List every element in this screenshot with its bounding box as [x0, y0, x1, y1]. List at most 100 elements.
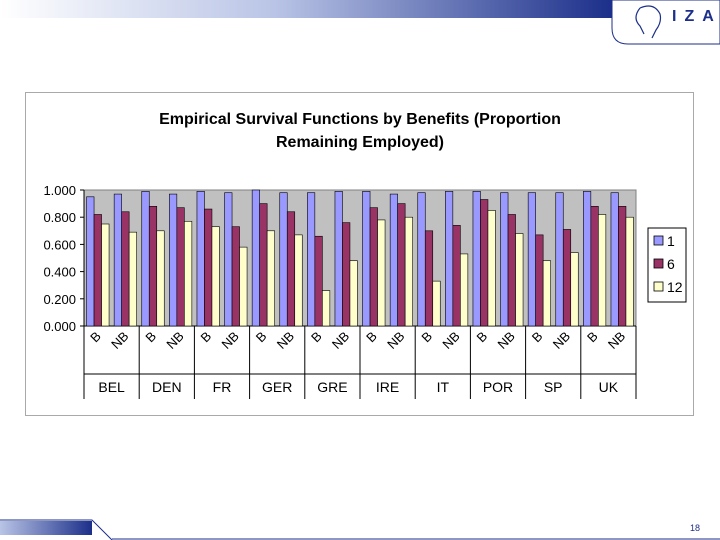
- bar-IT-B-series-1: [417, 192, 426, 327]
- legend-swatch-6: [653, 258, 664, 269]
- bar-POR-NB-series-6: [507, 214, 516, 327]
- bar-DEN-NB-series-12: [184, 220, 193, 327]
- x-subcategory-label: B: [253, 329, 270, 346]
- bar-BEL-NB-series-1: [113, 193, 122, 327]
- bar-FR-NB-series-12: [239, 246, 248, 327]
- x-subcategory-label: B: [363, 329, 380, 346]
- bar-GER-B-series-12: [266, 230, 275, 327]
- y-tick-label: 0.200: [43, 292, 76, 307]
- bar-GRE-NB-series-6: [342, 222, 351, 327]
- bar-BEL-NB-series-12: [128, 231, 137, 327]
- bar-DEN-B-series-6: [148, 206, 158, 327]
- bar-GRE-B-series-1: [307, 192, 316, 327]
- bar-GRE-NB-series-12: [349, 260, 358, 327]
- bar-DEN-NB-series-1: [169, 193, 178, 327]
- bar-FR-B-series-12: [211, 226, 220, 327]
- bar-DEN-B-series-1: [141, 191, 150, 327]
- bar-GER-NB-series-1: [279, 192, 288, 327]
- bar-BEL-B-series-6: [93, 214, 102, 327]
- x-subcategory-label: NB: [439, 329, 462, 352]
- x-country-label: IT: [437, 379, 450, 395]
- x-subcategory-label: NB: [163, 329, 186, 352]
- top-banner: [0, 0, 720, 45]
- bar-GRE-B-series-12: [322, 290, 331, 327]
- x-subcategory-label: NB: [329, 329, 352, 352]
- bottom-banner: [0, 519, 720, 540]
- bar-GER-NB-series-6: [286, 211, 296, 327]
- x-country-label: BEL: [98, 379, 125, 395]
- iza-logo-text: IZA: [672, 8, 720, 25]
- bar-SP-B-series-12: [542, 260, 551, 327]
- y-tick-label: 0.800: [43, 210, 76, 225]
- bar-SP-B-series-6: [535, 234, 544, 327]
- x-subcategory-label: B: [584, 329, 601, 346]
- x-subcategory-label: NB: [274, 329, 297, 352]
- bar-UK-B-series-1: [583, 191, 592, 327]
- legend-swatch-1: [653, 235, 664, 246]
- bar-IRE-NB-series-6: [397, 203, 406, 327]
- x-country-label: GRE: [317, 379, 347, 395]
- bar-UK-NB-series-12: [625, 216, 634, 327]
- y-tick-label: 1.000: [43, 183, 76, 198]
- bar-UK-NB-series-6: [618, 206, 627, 327]
- x-country-label: POR: [483, 379, 513, 395]
- bar-IT-B-series-12: [432, 280, 441, 327]
- chart-frame: Empirical Survival Functions by Benefits…: [25, 92, 694, 416]
- bar-UK-B-series-6: [590, 206, 599, 327]
- x-subcategory-label: B: [87, 329, 104, 346]
- bar-IRE-B-series-1: [362, 191, 371, 327]
- x-subcategory-label: NB: [550, 329, 573, 352]
- bar-POR-B-series-1: [472, 191, 481, 327]
- bar-FR-B-series-6: [204, 208, 213, 327]
- x-country-label: GER: [262, 379, 292, 395]
- bar-GER-B-series-6: [259, 203, 268, 327]
- chart-title-line-1: Empirical Survival Functions by Benefits…: [159, 111, 561, 128]
- bar-IRE-B-series-6: [369, 207, 378, 327]
- page-number: 18: [690, 523, 701, 533]
- x-country-label: SP: [544, 379, 563, 395]
- bar-SP-NB-series-1: [555, 192, 564, 327]
- bar-POR-NB-series-12: [515, 233, 524, 327]
- bar-UK-B-series-12: [598, 214, 607, 327]
- bar-GER-NB-series-12: [294, 234, 303, 327]
- bar-GER-B-series-1: [251, 189, 260, 327]
- bar-IT-NB-series-1: [445, 191, 454, 327]
- bar-IT-B-series-6: [424, 230, 434, 327]
- legend-swatch-12: [653, 281, 664, 292]
- bar-SP-NB-series-6: [562, 229, 572, 327]
- x-subcategory-label: NB: [219, 329, 242, 352]
- chart-title-line-2: Remaining Employed): [276, 134, 444, 151]
- x-subcategory-label: B: [474, 329, 491, 346]
- legend-label-12: 12: [667, 279, 683, 295]
- x-subcategory-label: NB: [384, 329, 407, 352]
- bar-GRE-B-series-6: [314, 235, 323, 327]
- bar-UK-NB-series-1: [610, 192, 619, 327]
- bar-FR-NB-series-1: [224, 192, 233, 327]
- x-country-label: DEN: [152, 379, 182, 395]
- bar-POR-NB-series-1: [500, 192, 509, 327]
- legend-label-6: 6: [667, 256, 675, 272]
- bar-IRE-B-series-12: [377, 219, 386, 327]
- x-subcategory-label: NB: [495, 329, 518, 352]
- bar-POR-B-series-6: [480, 199, 489, 327]
- bar-DEN-B-series-12: [156, 230, 165, 327]
- bar-IRE-NB-series-1: [389, 193, 398, 327]
- bar-SP-NB-series-12: [570, 252, 579, 327]
- x-subcategory-label: B: [418, 329, 435, 346]
- plot-background: [83, 189, 637, 327]
- bar-FR-B-series-1: [196, 191, 205, 327]
- y-tick-label: 0.600: [43, 237, 76, 252]
- bar-IT-NB-series-6: [452, 225, 461, 327]
- bar-IT-NB-series-12: [460, 253, 469, 327]
- x-subcategory-label: NB: [108, 329, 131, 352]
- bar-IRE-NB-series-12: [404, 216, 413, 327]
- x-subcategory-label: B: [308, 329, 325, 346]
- y-tick-label: 0.000: [43, 319, 76, 334]
- x-country-label: IRE: [376, 379, 399, 395]
- bar-BEL-NB-series-6: [121, 211, 130, 327]
- legend-label-1: 1: [667, 233, 675, 249]
- bar-GRE-NB-series-1: [334, 191, 343, 327]
- x-subcategory-label: B: [198, 329, 215, 346]
